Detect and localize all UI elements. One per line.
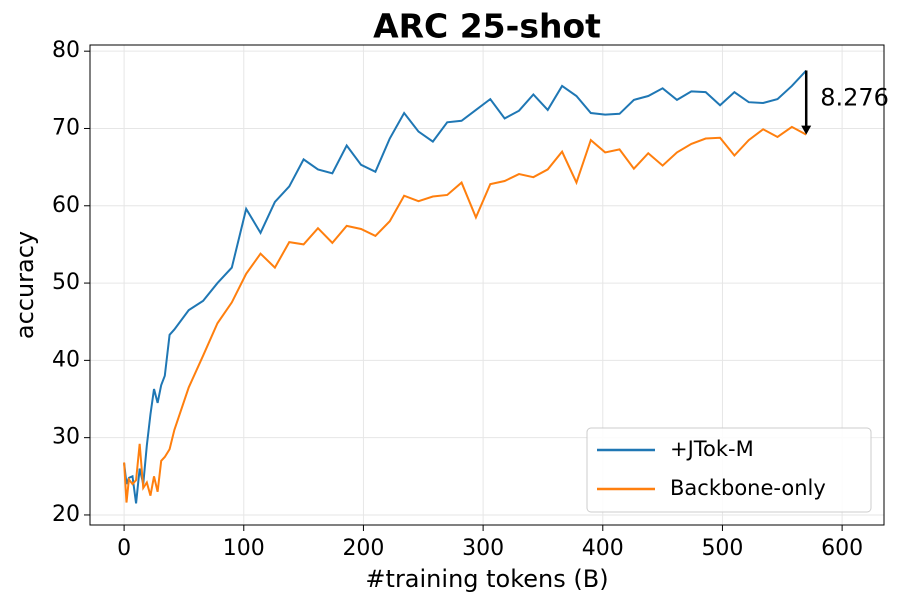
y-tick-label: 70 (52, 115, 80, 140)
x-tick-label: 0 (117, 536, 131, 561)
chart-title: ARC 25-shot (373, 7, 601, 46)
plot-frame (89, 44, 885, 526)
y-tick-label: 50 (52, 270, 80, 295)
legend-label: Backbone-only (670, 476, 826, 500)
y-axis-label: accuracy (11, 231, 39, 339)
x-tick-label: 200 (342, 536, 384, 561)
x-axis-label: #training tokens (B) (365, 565, 608, 593)
y-tick-label: 20 (52, 502, 80, 527)
x-tick-label: 100 (223, 536, 265, 561)
y-tick-label: 60 (52, 193, 80, 218)
legend-label: +JTok-M (670, 437, 754, 461)
line-series (123, 125, 807, 503)
arrow-head (801, 125, 812, 135)
x-tick-label: 600 (821, 536, 863, 561)
y-tick-label: 80 (52, 38, 80, 63)
line-series (123, 69, 807, 504)
y-tick-label: 40 (52, 347, 80, 372)
y-tick-label: 30 (52, 425, 80, 450)
x-tick-label: 500 (701, 536, 743, 561)
annotation-label: 8.276 (820, 84, 889, 112)
x-tick-label: 400 (582, 536, 624, 561)
x-tick-label: 300 (462, 536, 504, 561)
legend-box (586, 427, 872, 513)
